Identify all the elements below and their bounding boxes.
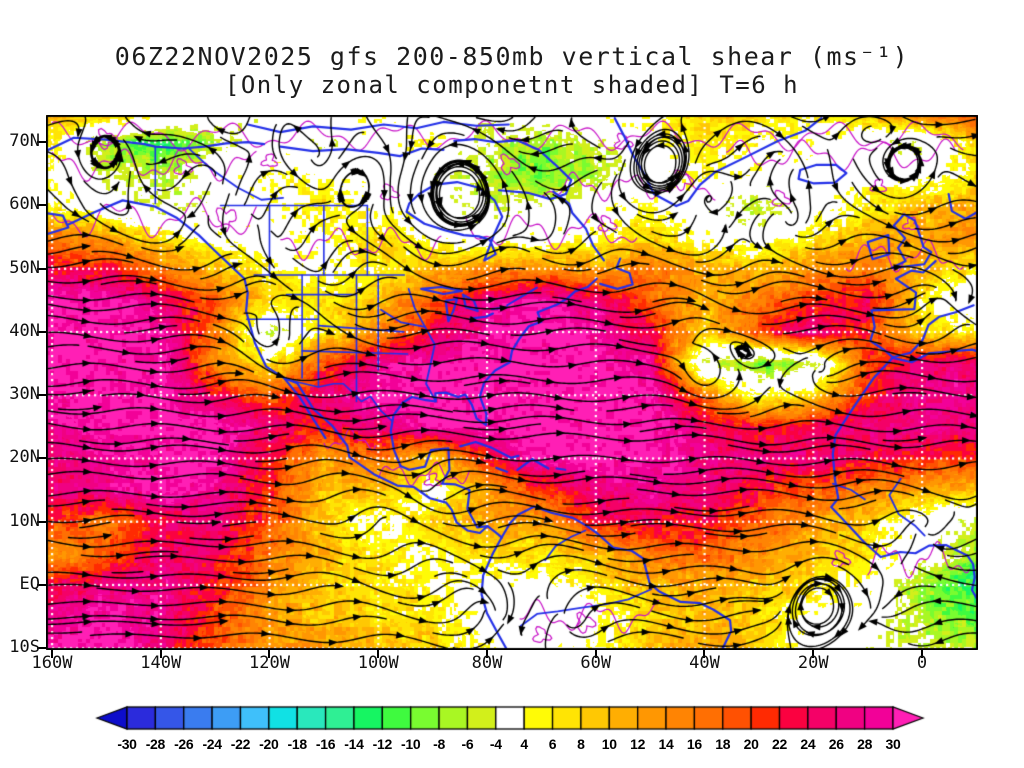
colorbar-canvas: [90, 705, 934, 735]
lat-tick-label: 20N: [9, 447, 40, 468]
lon-tick-label: 120W: [248, 653, 290, 673]
lat-tick: [37, 583, 46, 586]
lat-tick-label: 30N: [9, 384, 40, 405]
lat-tick-label: 60N: [9, 194, 40, 215]
colorbar-tick-label: 22: [772, 736, 787, 752]
lat-tick: [37, 267, 46, 270]
lon-tick: [594, 650, 597, 658]
lat-tick: [37, 330, 46, 333]
lon-tick-label: 160W: [31, 653, 73, 673]
colorbar-tick-label: -12: [372, 736, 393, 752]
lat-tick: [37, 520, 46, 523]
lon-tick: [377, 650, 380, 658]
lat-tick: [37, 204, 46, 207]
lat-tick-label: EQ: [19, 573, 40, 594]
colorbar: -30 -28 -26 -24 -22 -20 -18 -16 -14 -12 -10 -8 -6 -4 4…: [90, 705, 934, 757]
colorbar-tick-label: 12: [630, 736, 646, 752]
colorbar-tick-label: -22: [230, 736, 251, 752]
lat-tick: [37, 457, 46, 460]
lat-tick-label: 70N: [9, 131, 40, 152]
colorbar-tick-label: -20: [259, 736, 279, 752]
lon-tick: [50, 650, 53, 658]
colorbar-tick-label: -8: [433, 736, 445, 752]
chart-title-line2: [Only zonal componetnt shaded] T=6 h: [224, 71, 800, 99]
colorbar-tick-label: 24: [800, 736, 816, 752]
lon-tick: [485, 650, 488, 658]
colorbar-tick-label: 18: [715, 736, 731, 752]
lat-tick-label: 50N: [9, 257, 40, 278]
lon-tick-label: 40W: [689, 653, 720, 673]
lat-tick: [37, 141, 46, 144]
lat-tick-label: 10S: [9, 637, 40, 658]
colorbar-tick-label: -16: [315, 736, 336, 752]
colorbar-tick-label: -24: [202, 736, 222, 752]
colorbar-tick-label: 30: [885, 736, 901, 752]
lon-tick-label: 0: [916, 653, 928, 673]
colorbar-tick-label: -28: [145, 736, 166, 752]
colorbar-tick-label: 20: [743, 736, 759, 752]
lon-tick: [159, 650, 162, 658]
lon-tick-label: 100W: [357, 653, 399, 673]
chart-title-line1: 06Z22NOV2025 gfs 200-850mb vertical shea…: [114, 42, 910, 71]
colorbar-tick-label: -10: [401, 736, 421, 752]
colorbar-tick-label: 8: [577, 736, 585, 752]
lon-tick-label: 140W: [140, 653, 182, 673]
lat-tick: [37, 647, 46, 650]
colorbar-tick-label: -18: [287, 736, 308, 752]
colorbar-tick-label: 4: [520, 736, 528, 752]
lat-tick-label: 40N: [9, 320, 40, 341]
colorbar-tick-label: -30: [117, 736, 137, 752]
lat-tick-label: 10N: [9, 510, 40, 531]
colorbar-tick-label: 26: [828, 736, 844, 752]
colorbar-tick-label: -4: [489, 736, 502, 752]
lon-tick-label: 80W: [471, 653, 503, 673]
lat-tick: [37, 394, 46, 397]
colorbar-tick-label: 10: [601, 736, 617, 752]
colorbar-tick-label: 6: [548, 736, 557, 752]
lon-tick: [812, 650, 815, 658]
lon-tick: [920, 650, 923, 658]
map-canvas: [46, 115, 978, 650]
lon-tick-label: 20W: [797, 653, 829, 673]
lon-tick: [268, 650, 271, 658]
colorbar-tick-label: 28: [857, 736, 873, 752]
colorbar-tick-label: 16: [686, 736, 702, 752]
colorbar-tick-label: -14: [344, 736, 364, 752]
colorbar-tick-label: -26: [174, 736, 194, 752]
lon-tick: [703, 650, 706, 658]
colorbar-tick-label: -6: [461, 736, 474, 752]
lon-tick-label: 60W: [580, 653, 612, 673]
colorbar-tick-label: 14: [658, 736, 674, 752]
